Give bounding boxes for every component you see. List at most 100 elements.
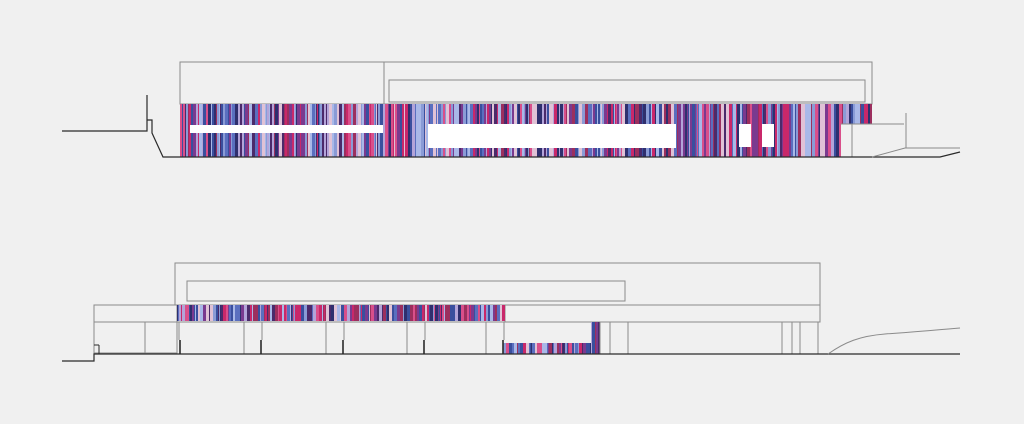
cladding-stripe (598, 322, 600, 354)
cladding-stripe (324, 305, 325, 321)
cladding-stripe (565, 343, 567, 354)
cladding-stripe (429, 305, 430, 321)
low-wing-left (93, 304, 178, 354)
cladding-stripe (836, 104, 839, 157)
cladding-stripe (347, 305, 350, 321)
cladding-stripe (486, 305, 488, 321)
cladding-stripe (567, 343, 568, 354)
cladding-stripe (220, 305, 221, 321)
cladding-stripes-bottom-low (503, 343, 599, 354)
cladding-stripe (458, 305, 461, 321)
cladding-stripe (179, 305, 181, 321)
cladding-stripe (825, 104, 828, 157)
cladding-stripe (331, 305, 334, 321)
cladding-stripe (719, 104, 721, 157)
cladding-stripe (188, 104, 189, 157)
cladding-stripe (559, 343, 561, 354)
cladding-stripe (488, 305, 490, 321)
elevation-bottom (62, 262, 961, 362)
cladding-stripe (213, 305, 216, 321)
cladding-stripe (582, 343, 583, 354)
cladding-stripe (484, 305, 486, 321)
cladding-stripe (557, 343, 558, 354)
cladding-stripe (394, 305, 397, 321)
cladding-stripe (500, 305, 502, 321)
cladding-stripe (801, 104, 804, 157)
cladding-stripe (200, 305, 201, 321)
cladding-stripe (795, 104, 796, 157)
cladding-stripe (786, 104, 789, 157)
cladding-stripe (736, 104, 737, 157)
cladding-stripe (194, 305, 195, 321)
cladding-stripe (586, 343, 588, 354)
cladding-stripe (359, 305, 360, 321)
cladding-stripe (529, 343, 530, 354)
cladding-stripe (695, 104, 696, 157)
cladding-stripe (244, 305, 247, 321)
cladding-stripe (253, 305, 256, 321)
cladding-stripe (471, 305, 474, 321)
cladding-stripe (223, 305, 226, 321)
cladding-stripe (229, 305, 231, 321)
cladding-stripe (506, 343, 509, 354)
cladding-stripe (397, 104, 400, 157)
cladding-stripe (438, 305, 439, 321)
cladding-stripe (415, 305, 417, 321)
cladding-stripe (512, 343, 514, 354)
cladding-stripe (685, 104, 687, 157)
cladding-stripe (698, 104, 699, 157)
cladding-stripe (190, 305, 192, 321)
glazed-end (841, 124, 872, 157)
cladding-stripe (419, 104, 421, 157)
cladding-stripe (589, 343, 590, 354)
cladding-stripe (316, 305, 319, 321)
cladding-stripe (370, 305, 371, 321)
cladding-stripe (444, 305, 445, 321)
cladding-stripe (569, 343, 572, 354)
cladding-stripe (216, 305, 218, 321)
cladding-stripe (340, 305, 341, 321)
cladding-stripe (520, 343, 523, 354)
cladding-stripe (517, 343, 518, 354)
cladding-stripe (574, 343, 575, 354)
cladding-stripe (182, 305, 185, 321)
cladding-stripe (182, 104, 183, 157)
cladding-stripe (392, 305, 394, 321)
cladding-stripe (699, 104, 702, 157)
cladding-stripe (294, 305, 295, 321)
cladding-stripe (539, 343, 542, 354)
cladding-stripe (413, 305, 415, 321)
cladding-stripe (209, 305, 210, 321)
cladding-stripe (526, 343, 529, 354)
cladding-stripe (717, 104, 719, 157)
cladding-stripe (439, 305, 440, 321)
cladding-stripe (812, 104, 813, 157)
cladding-stripe (447, 305, 450, 321)
cladding-stripe (410, 104, 412, 157)
cladding-stripe (780, 104, 782, 157)
cladding-stripes-bottom-col (591, 322, 600, 354)
cladding-stripe (267, 305, 268, 321)
cladding-stripe (388, 104, 389, 157)
cladding-stripe (831, 104, 834, 157)
cladding-stripe (325, 305, 326, 321)
cladding-stripe (186, 104, 188, 157)
cladding-stripe (421, 104, 424, 157)
cladding-stripe (260, 305, 261, 321)
cladding-stripe (189, 305, 190, 321)
cladding-stripe (777, 104, 778, 157)
upper-volume-bottom (174, 262, 821, 306)
cladding-stripe (791, 104, 793, 157)
cladding-stripe (360, 305, 361, 321)
cladding-stripe (564, 343, 565, 354)
cladding-stripe (433, 305, 434, 321)
cladding-stripe (354, 305, 356, 321)
elevation-top (62, 61, 961, 158)
cladding-stripe (323, 305, 324, 321)
cladding-stripe (737, 104, 740, 157)
cladding-stripe (382, 305, 383, 321)
cladding-stripe (480, 305, 481, 321)
cladding-stripe (805, 104, 806, 157)
cladding-stripe (417, 305, 419, 321)
cladding-stripe (813, 104, 815, 157)
